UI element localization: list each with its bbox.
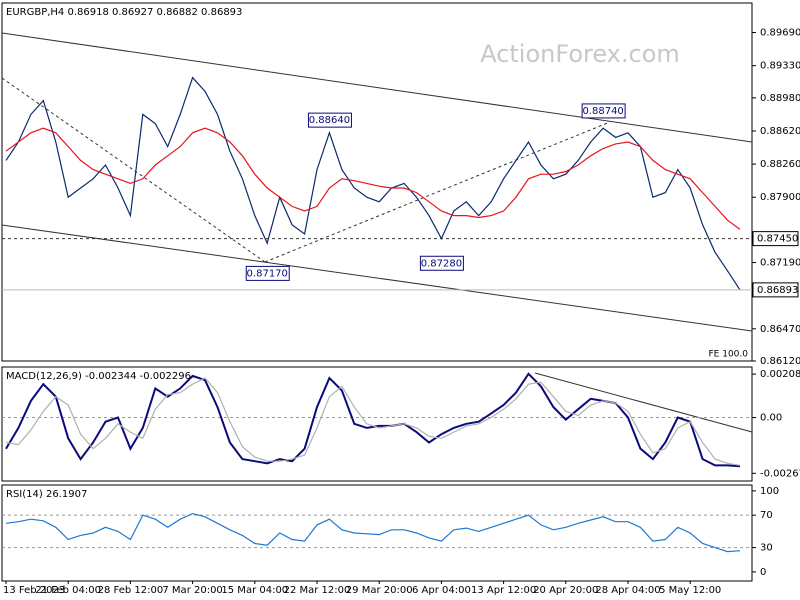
x-tick-label: 13 Apr 12:00 bbox=[471, 585, 536, 596]
annotation-box bbox=[419, 255, 464, 271]
series-line bbox=[5, 76, 741, 291]
y-tick-label: 0.88260 bbox=[760, 159, 800, 170]
x-tick-label: 15 Mar 04:00 bbox=[221, 585, 288, 596]
price-panel bbox=[1, 2, 753, 362]
x-tick-label: 7 Mar 20:00 bbox=[162, 585, 222, 596]
annotation-box bbox=[581, 103, 626, 119]
y-tick-label: 0.88620 bbox=[760, 126, 800, 137]
projection-line bbox=[1, 77, 266, 263]
x-tick-label: 6 Apr 04:00 bbox=[412, 585, 471, 596]
x-tick-label: 13 Feb 2023 bbox=[3, 585, 65, 596]
y-tick-label: 0.87190 bbox=[760, 258, 800, 269]
y-tick-label: 0.87900 bbox=[760, 192, 800, 203]
x-tick-label: 21 Feb 04:00 bbox=[35, 585, 101, 596]
y-tick-label: 0.86470 bbox=[760, 324, 800, 335]
rsi-panel bbox=[1, 484, 753, 582]
x-tick-label: 28 Apr 04:00 bbox=[595, 585, 660, 596]
channel-upper bbox=[1, 32, 753, 143]
level-label: 0.87450 bbox=[757, 234, 798, 245]
watermark: ActionForex.com bbox=[480, 40, 680, 68]
y-tick-label: 0.88980 bbox=[760, 93, 800, 104]
y-tick-label: 0 bbox=[760, 567, 766, 578]
level-box bbox=[752, 231, 799, 247]
x-tick-label: 22 Mar 12:00 bbox=[284, 585, 351, 596]
series-line bbox=[5, 512, 741, 553]
panel-title: EURGBP,H4 0.86918 0.86927 0.86882 0.8689… bbox=[6, 7, 242, 18]
x-tick-label: 5 May 12:00 bbox=[659, 585, 721, 596]
fe-label: FE 100.0 bbox=[709, 350, 749, 360]
x-tick-label: 28 Feb 12:00 bbox=[98, 585, 164, 596]
series-line bbox=[5, 127, 741, 230]
y-tick-label: 100 bbox=[760, 486, 779, 497]
y-tick-label: 0.86120 bbox=[760, 356, 800, 367]
annotation-label: 0.87280 bbox=[421, 258, 462, 269]
y-tick-label: 0.89690 bbox=[760, 28, 800, 39]
annotation-label: 0.88640 bbox=[309, 115, 350, 126]
last-price-box bbox=[752, 282, 799, 298]
last-price-label: 0.86893 bbox=[757, 285, 798, 296]
y-tick-label: -0.002679 bbox=[760, 468, 800, 479]
annotation-box bbox=[245, 265, 290, 281]
series-line bbox=[5, 377, 741, 466]
series-line bbox=[5, 372, 741, 468]
y-tick-label: 0.002088 bbox=[760, 369, 800, 380]
channel-lower bbox=[1, 224, 753, 332]
x-tick-label: 29 Mar 20:00 bbox=[346, 585, 413, 596]
panel-title: MACD(12,26,9) -0.002344 -0.002296 bbox=[6, 371, 191, 382]
annotation-label: 0.87170 bbox=[247, 268, 288, 279]
y-tick-label: 0.89330 bbox=[760, 61, 800, 72]
panel-title: RSI(14) 26.1907 bbox=[6, 489, 87, 500]
x-tick-label: 20 Apr 20:00 bbox=[533, 585, 598, 596]
annotation-label: 0.88740 bbox=[582, 106, 623, 117]
macd-panel bbox=[1, 366, 753, 482]
y-tick-label: 70 bbox=[760, 510, 773, 521]
y-tick-label: 30 bbox=[760, 543, 773, 554]
projection-line bbox=[264, 121, 611, 263]
macd-trendline bbox=[534, 372, 753, 433]
y-tick-label: 0.00 bbox=[760, 413, 782, 424]
annotation-box bbox=[307, 112, 352, 128]
